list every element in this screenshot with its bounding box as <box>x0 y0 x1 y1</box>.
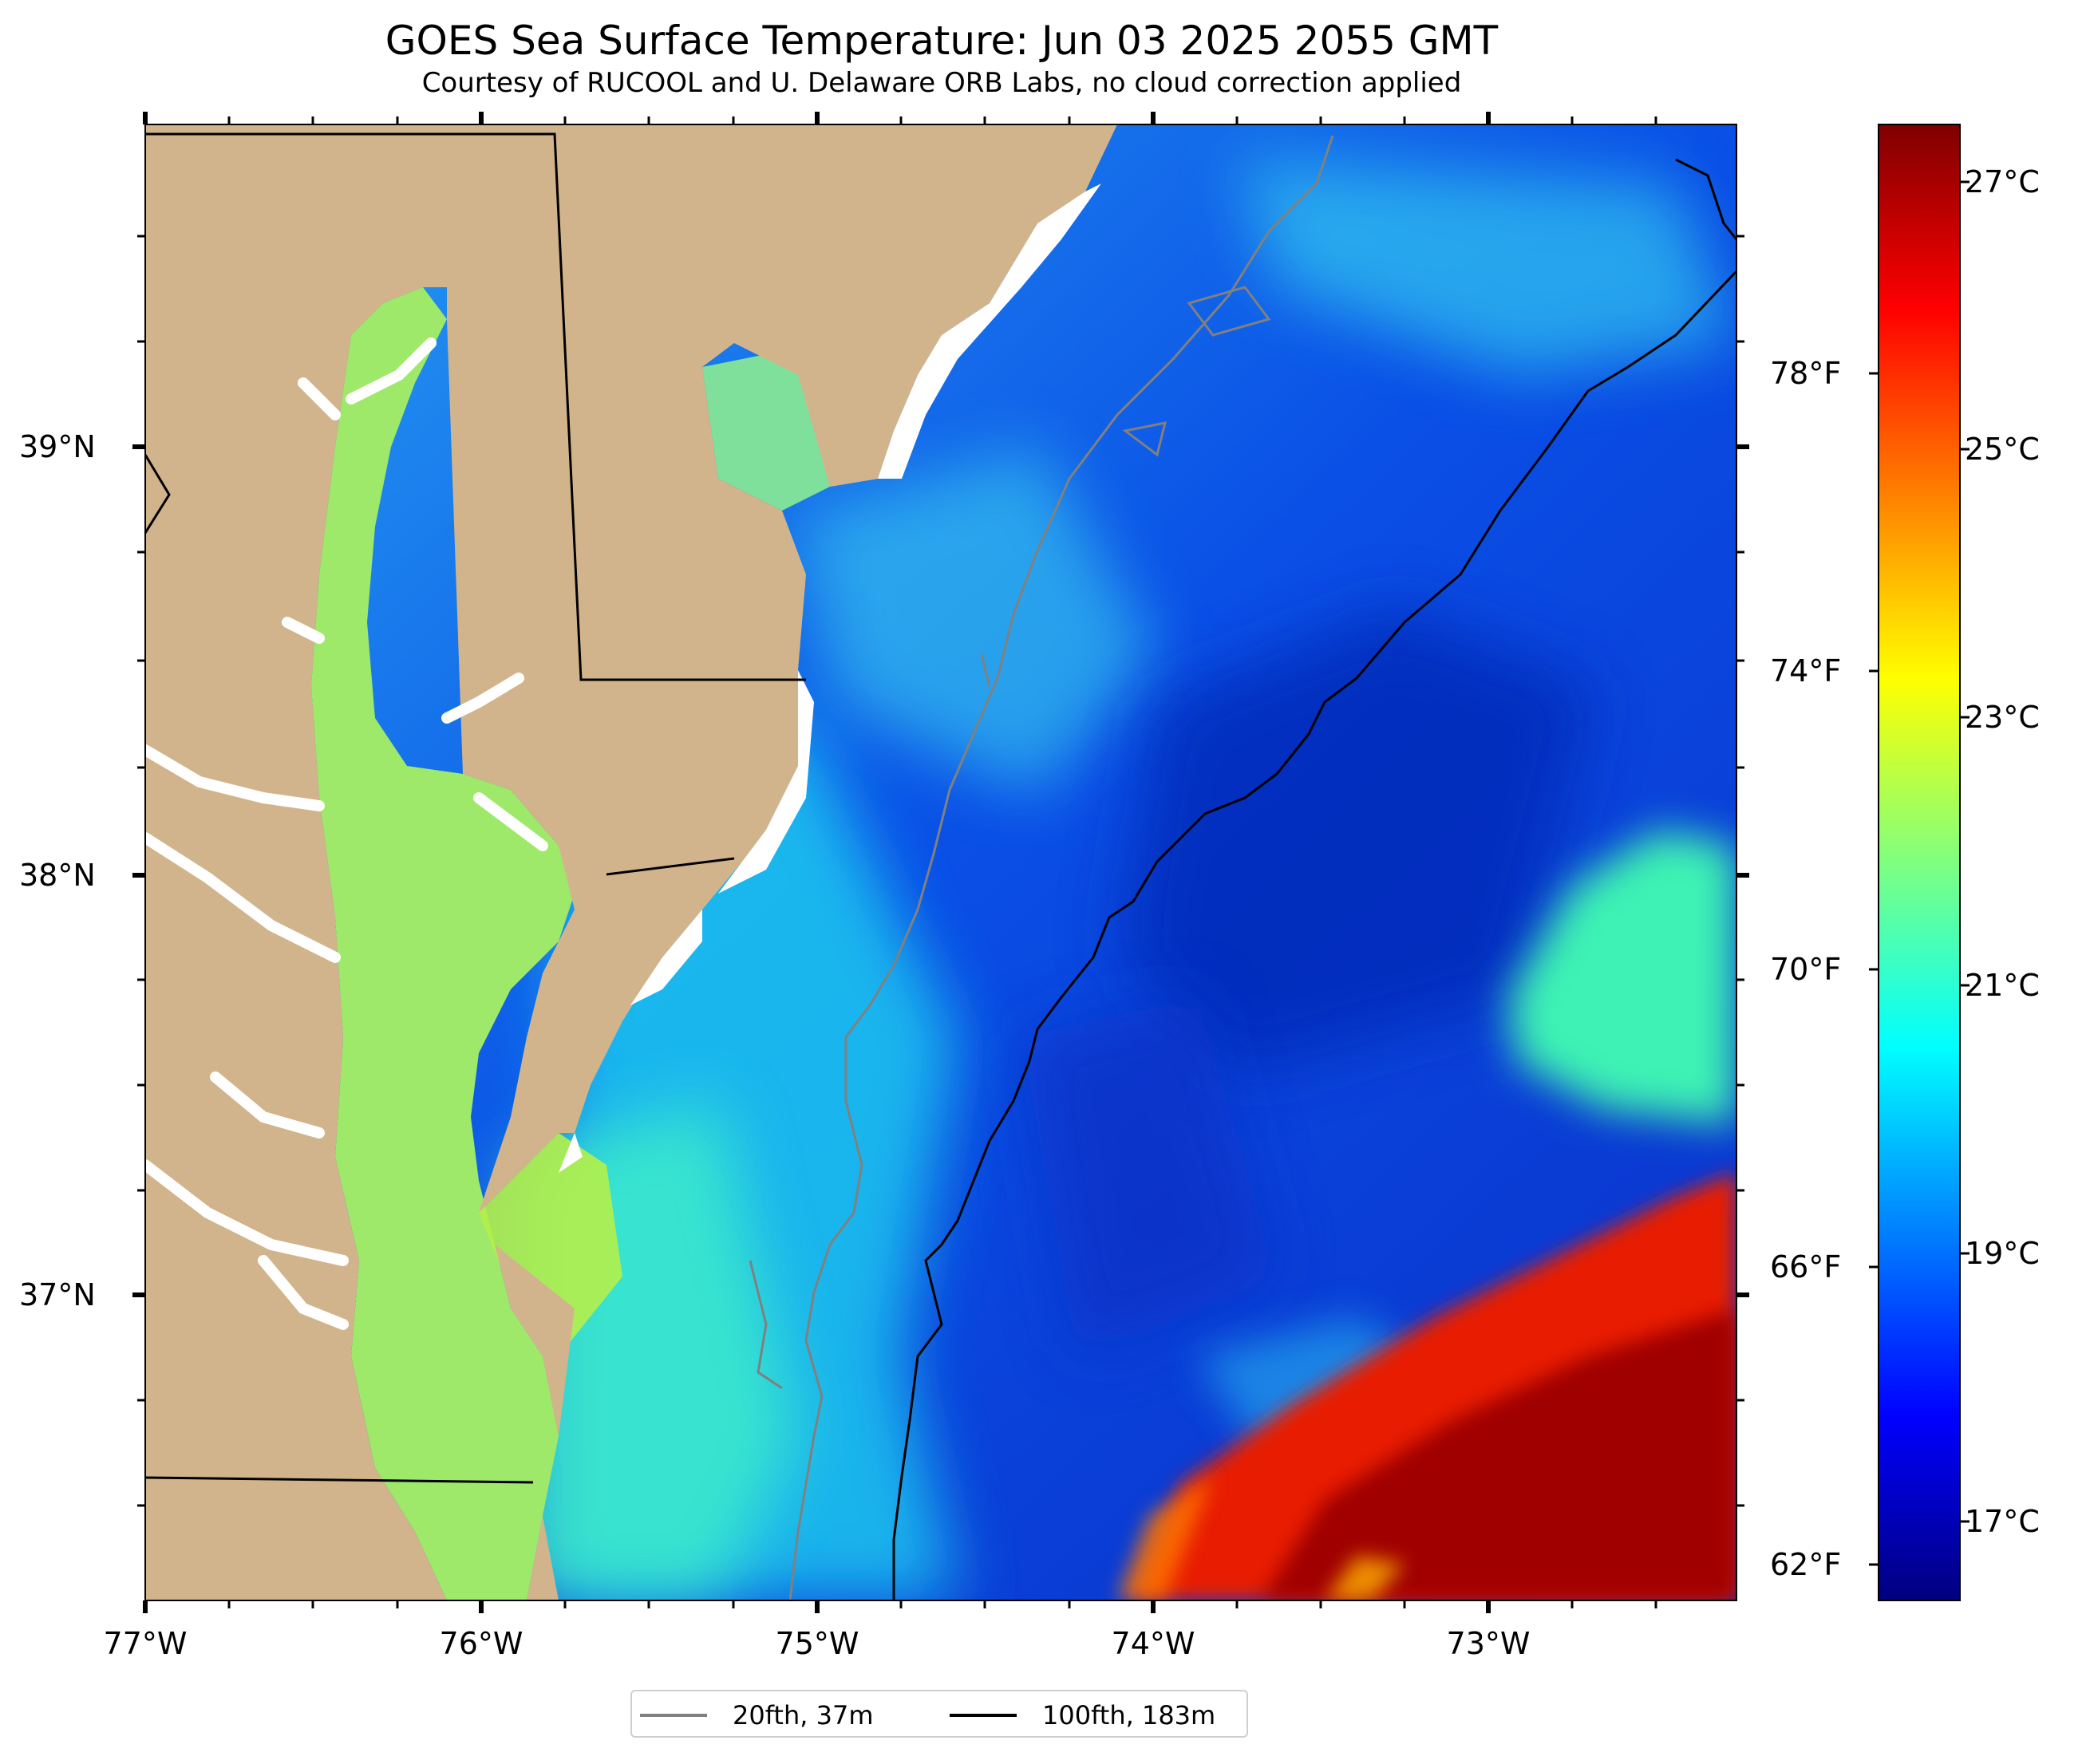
land-peninsula <box>447 124 1117 1213</box>
land-nj-tip <box>830 383 894 487</box>
legend-swatch-20fth <box>640 1714 707 1717</box>
colorbar-label-17c: 17°C <box>1965 1504 2040 1539</box>
contour-20fth <box>788 135 1334 1600</box>
contour-100fth <box>892 270 1736 1600</box>
lon-label-73w: 73°W <box>1446 1626 1531 1661</box>
lon-label-76w: 76°W <box>439 1626 523 1661</box>
lat-label-39n: 39°N <box>19 429 96 464</box>
lat-label-38n: 38°N <box>19 858 96 893</box>
map-title: GOES Sea Surface Temperature: Jun 03 202… <box>385 18 1499 64</box>
contour-legend: 20fth, 37m 100fth, 183m <box>630 1690 1248 1738</box>
colorbar-label-25c: 25°C <box>1965 432 2040 467</box>
colorbar-label-74f: 74°F <box>1770 653 1842 689</box>
tributary-rivers <box>145 337 548 1330</box>
map-frame <box>144 124 1737 1601</box>
colorbar-label-27c: 27°C <box>1965 164 2040 199</box>
colorbar <box>1878 124 1961 1601</box>
lat-label-37n: 37°N <box>19 1277 96 1312</box>
lon-label-77w: 77°W <box>103 1626 188 1661</box>
colorbar-label-19c: 19°C <box>1965 1236 2040 1271</box>
colorbar-label-78f: 78°F <box>1770 356 1842 391</box>
major-ticks <box>132 112 1749 1613</box>
land-mainland-west <box>145 124 447 1600</box>
colorbar-label-70f: 70°F <box>1770 952 1842 987</box>
minor-ticks <box>137 116 1744 1608</box>
map-subtitle: Courtesy of RUCOOL and U. Delaware ORB L… <box>421 67 1462 99</box>
state-boundaries <box>145 132 806 1484</box>
colorbar-label-66f: 66°F <box>1770 1249 1842 1285</box>
colorbar-label-21c: 21°C <box>1965 968 2040 1003</box>
colorbar-label-62f: 62°F <box>1770 1547 1842 1582</box>
land-virginia-beach <box>495 1245 575 1600</box>
colorbar-label-23c: 23°C <box>1965 700 2040 735</box>
legend-label-100fth: 100fth, 183m <box>1042 1700 1216 1730</box>
chesapeake-bay <box>311 287 575 1600</box>
colorbar-ticks <box>1869 180 1969 1566</box>
map-plot-area <box>145 124 1736 1600</box>
lon-label-75w: 75°W <box>775 1626 859 1661</box>
legend-swatch-100fth <box>950 1714 1017 1717</box>
legend-label-20fth: 20fth, 37m <box>733 1700 874 1730</box>
lon-label-74w: 74°W <box>1111 1626 1195 1661</box>
